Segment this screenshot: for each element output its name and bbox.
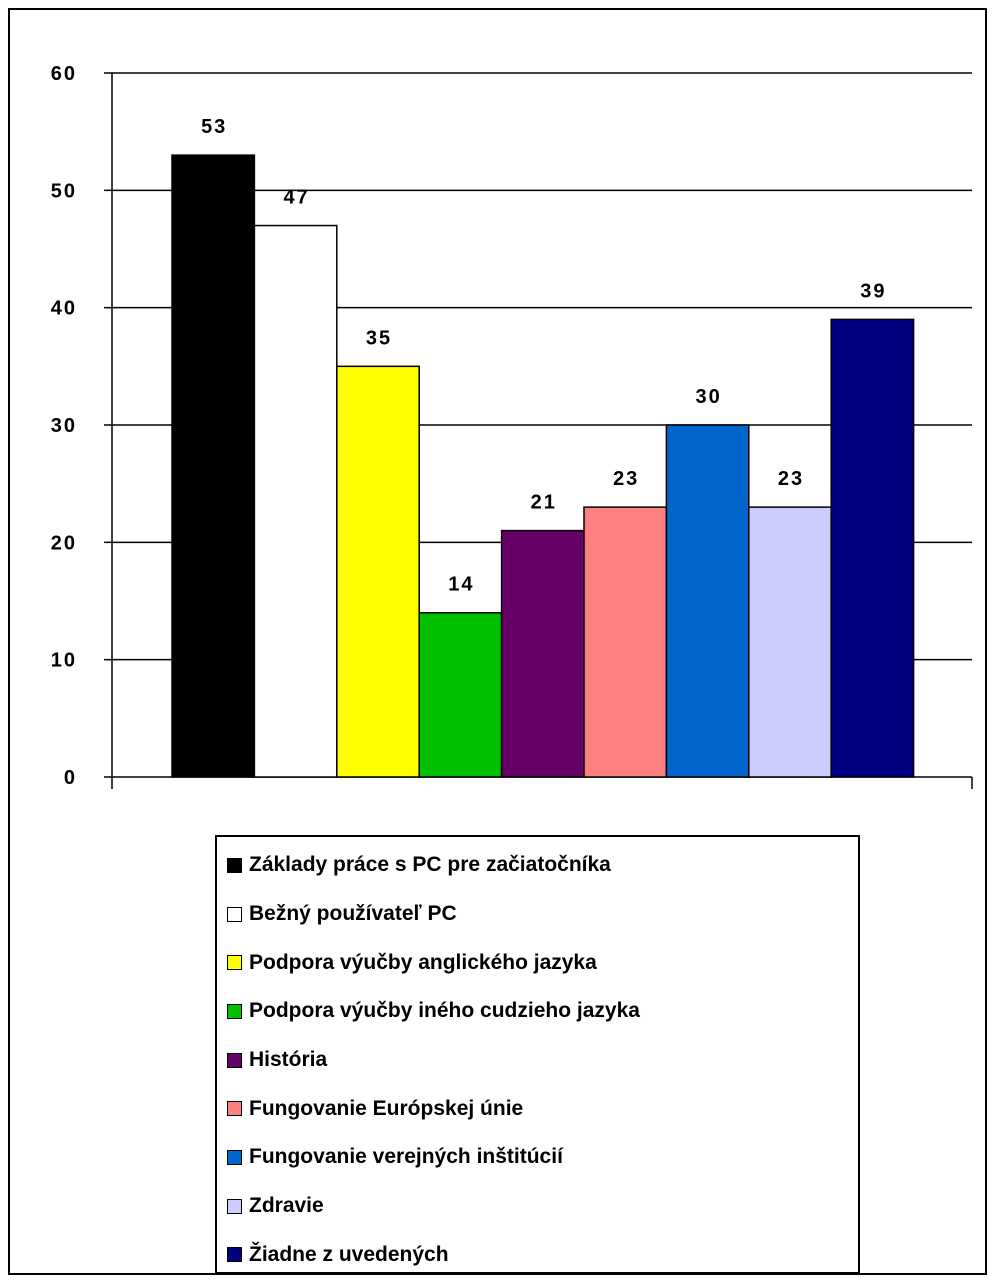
legend-swatch-0 xyxy=(227,857,242,873)
legend-item-7: Zdravie xyxy=(227,1182,858,1231)
data-label-8: 39 xyxy=(860,280,886,302)
bar-0 xyxy=(171,154,256,778)
legend-swatch-3 xyxy=(227,1003,242,1019)
legend-item-3: Podpora výučby iného cudzieho jazyka xyxy=(227,987,858,1036)
legend: Základy práce s PC pre začiatočníka Bežný… xyxy=(215,835,860,1274)
legend-item-2: Podpora výučby anglického jazyka xyxy=(227,938,858,987)
bar-8 xyxy=(830,318,915,778)
legend-label-0: Základy práce s PC pre začiatočníka xyxy=(249,853,611,877)
legend-swatch-2 xyxy=(227,955,242,971)
bar-7 xyxy=(748,506,832,778)
legend-label-5: Fungovanie Európskej únie xyxy=(249,1096,524,1120)
legend-label-1: Bežný používateľ PC xyxy=(249,902,457,926)
legend-item-5: Fungovanie Európskej únie xyxy=(227,1084,858,1133)
legend-item-0: Základy práce s PC pre začiatočníka xyxy=(227,841,858,890)
y-tick-label-0: 0 xyxy=(64,767,77,789)
legend-label-3: Podpora výučby iného cudzieho jazyka xyxy=(249,999,640,1023)
data-label-7: 23 xyxy=(778,468,804,490)
legend-swatch-7 xyxy=(227,1198,242,1214)
bar-4 xyxy=(500,529,585,778)
bar-5 xyxy=(583,506,668,778)
legend-swatch-1 xyxy=(227,906,242,922)
legend-swatch-6 xyxy=(227,1149,242,1165)
legend-label-8: Žiadne z uvedených xyxy=(249,1242,449,1266)
legend-swatch-5 xyxy=(227,1101,242,1117)
legend-swatch-8 xyxy=(227,1247,242,1263)
data-label-2: 35 xyxy=(366,327,392,349)
bar-3 xyxy=(418,611,503,778)
legend-swatch-4 xyxy=(227,1052,242,1068)
bar-1 xyxy=(253,224,338,778)
bar-2 xyxy=(336,365,420,778)
legend-item-6: Fungovanie verejných inštitúcií xyxy=(227,1133,858,1182)
legend-label-2: Podpora výučby anglického jazyka xyxy=(249,950,597,974)
bar-chart: 0 10 20 30 40 50 60 53 47 35 14 21 23 30 23 39 xyxy=(51,63,973,789)
data-label-3: 14 xyxy=(448,574,474,596)
legend-item-1: Bežný používateľ PC xyxy=(227,890,858,939)
bars xyxy=(171,154,915,778)
data-label-0: 53 xyxy=(201,116,227,138)
legend-label-6: Fungovanie verejných inštitúcií xyxy=(249,1145,563,1169)
y-axis-ticks: 0 10 20 30 40 50 60 xyxy=(51,63,112,789)
y-tick-label-30: 30 xyxy=(51,415,77,437)
data-label-6: 30 xyxy=(695,386,721,408)
legend-label-4: História xyxy=(249,1048,328,1072)
bar-6 xyxy=(665,424,750,778)
y-tick-label-20: 20 xyxy=(51,532,77,554)
y-tick-label-10: 10 xyxy=(51,650,77,672)
data-labels: 53 47 35 14 21 23 30 23 39 xyxy=(201,116,886,596)
y-tick-label-40: 40 xyxy=(51,298,77,320)
legend-item-4: História xyxy=(227,1036,858,1085)
legend-label-7: Zdravie xyxy=(249,1194,324,1218)
legend-item-8: Žiadne z uvedených xyxy=(227,1231,858,1280)
y-tick-label-50: 50 xyxy=(51,180,77,202)
data-label-1: 47 xyxy=(283,187,309,209)
data-label-5: 23 xyxy=(613,468,639,490)
y-tick-label-60: 60 xyxy=(51,63,77,85)
data-label-4: 21 xyxy=(531,492,557,514)
